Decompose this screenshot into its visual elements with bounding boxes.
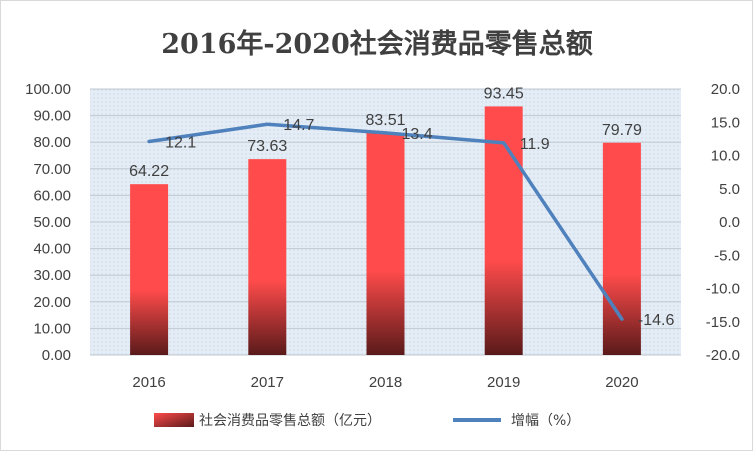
left-axis-tick-label: 40.00 xyxy=(33,241,71,258)
right-axis-tick-label: 20.0 xyxy=(711,81,740,98)
right-axis-tick-label: -10.0 xyxy=(706,281,740,298)
line-series: 12.1 14.7 13.4 11.9 -14.6 xyxy=(147,117,675,329)
left-axis-tick-label: 70.00 xyxy=(33,161,71,178)
line-data-label: 11.9 xyxy=(520,136,550,153)
right-axis-tick-label: 10.0 xyxy=(711,148,740,165)
legend-line-label: 增幅（%） xyxy=(511,413,580,429)
legend-bar-label: 社会消费品零售总额（亿元） xyxy=(199,413,381,429)
bar-2018 xyxy=(366,132,405,355)
right-axis-tick-label: 15.0 xyxy=(711,114,740,131)
bar-data-label: 64.22 xyxy=(129,163,169,180)
right-axis-tick-label: -20.0 xyxy=(706,347,740,364)
bar-data-label: 93.45 xyxy=(484,85,524,102)
bar-data-label: 79.79 xyxy=(602,122,642,139)
category-label: 2016 xyxy=(132,374,165,391)
bar-2016 xyxy=(130,184,169,355)
bar-data-label: 73.63 xyxy=(247,138,287,155)
line-data-label: 13.4 xyxy=(402,126,433,143)
bar-2017 xyxy=(248,159,287,355)
category-label: 2018 xyxy=(369,374,402,391)
line-data-label: -14.6 xyxy=(638,312,675,329)
left-axis-tick-label: 20.00 xyxy=(33,294,71,311)
left-axis-tick-label: 0.00 xyxy=(42,347,71,364)
growth-line xyxy=(147,122,624,321)
left-axis-tick-label: 90.00 xyxy=(33,108,71,125)
bar-series: 64.22 73.63 83.51 93.45 79.79 xyxy=(129,85,642,355)
line-data-label: 14.7 xyxy=(283,117,314,134)
left-axis-tick-label: 100.00 xyxy=(25,81,71,98)
category-label: 2020 xyxy=(605,374,638,391)
right-axis-tick-label: -15.0 xyxy=(706,314,740,331)
left-axis-tick-label: 50.00 xyxy=(33,214,71,231)
left-axis-ticks: 0.00 10.00 20.00 30.00 40.00 50.00 60.00 70.00 8… xyxy=(25,81,71,364)
chart-title: 2016年-2020社会消费品零售总额 xyxy=(161,28,593,60)
legend: 社会消费品零售总额（亿元） 增幅（%） xyxy=(154,413,580,429)
left-axis-tick-label: 60.00 xyxy=(33,187,71,204)
bar-data-label: 83.51 xyxy=(365,112,405,129)
category-label: 2017 xyxy=(251,374,284,391)
category-axis: 2016 2017 2018 2019 2020 xyxy=(132,374,638,391)
right-axis-tick-label: -5.0 xyxy=(714,247,740,264)
left-axis-tick-label: 30.00 xyxy=(33,267,71,284)
left-axis-tick-label: 80.00 xyxy=(33,134,71,151)
legend-bar-swatch xyxy=(154,413,194,427)
right-axis-ticks: -20.0 -15.0 -10.0 -5.0 0.0 5.0 10.0 15.0 20.0 xyxy=(706,81,740,364)
left-axis-tick-label: 10.00 xyxy=(33,320,71,337)
bar-2019 xyxy=(484,106,523,355)
category-label: 2019 xyxy=(487,374,520,391)
right-axis-tick-label: 5.0 xyxy=(719,181,740,198)
bar-2020 xyxy=(602,142,641,355)
right-axis-tick-label: 0.0 xyxy=(719,214,740,231)
line-data-label: 12.1 xyxy=(165,135,196,152)
